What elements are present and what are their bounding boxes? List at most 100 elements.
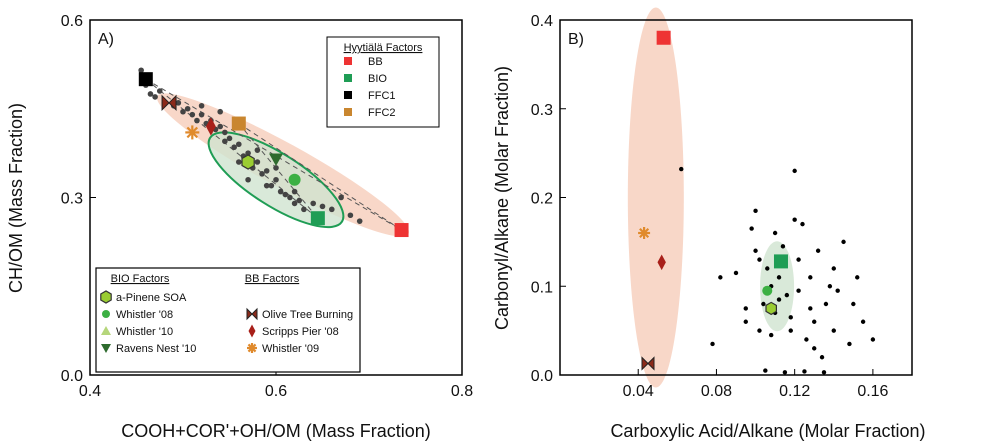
marker-scripps-pier-08 — [206, 117, 216, 136]
sample-point — [757, 257, 762, 262]
sample-point — [796, 288, 801, 293]
legend-apinene-marker — [100, 290, 112, 304]
sample-point — [815, 248, 821, 253]
sample-point — [236, 141, 242, 148]
legend-ffc1-label: FFC1 — [368, 90, 396, 102]
panel-a-label: A) — [98, 31, 114, 48]
sample-point — [808, 306, 813, 311]
marker-ffc2 — [231, 116, 246, 131]
sample-point — [847, 341, 852, 347]
sample-point — [753, 208, 758, 214]
x-tick-label: 0.16 — [857, 383, 888, 400]
legend-bio-label: BIO — [368, 73, 387, 85]
sample-point — [819, 355, 825, 360]
sample-point — [753, 248, 758, 253]
sample-point — [301, 206, 307, 213]
sample-point — [835, 288, 840, 293]
legend-olive-label: Olive Tree Burning — [262, 309, 353, 321]
sample-point — [156, 88, 163, 94]
legend-scripps-label: Scripps Pier '08 — [262, 326, 339, 338]
marker-b-bio — [773, 254, 788, 269]
sample-point — [800, 221, 805, 227]
sample-point — [189, 111, 196, 118]
sample-point — [802, 369, 807, 374]
panel-b-markers — [638, 30, 788, 371]
sample-point — [823, 301, 829, 307]
sample-point — [788, 328, 793, 333]
sample-point — [776, 275, 782, 280]
sample-point — [198, 111, 205, 118]
panel-b-ylabel: Carbonyl/Alkane (Molar Fraction) — [492, 66, 512, 330]
marker-b-scripps-pier-08 — [657, 254, 666, 271]
marker-whistler-09 — [185, 125, 200, 140]
sample-point — [287, 194, 293, 201]
panel-b-points — [679, 166, 876, 375]
sample-point — [851, 301, 856, 307]
sample-point — [329, 206, 335, 213]
sample-point — [198, 102, 205, 109]
sample-point — [855, 275, 860, 280]
x-tick-label: 0.08 — [701, 383, 732, 400]
legend-scripps-marker — [248, 324, 256, 338]
sample-point — [180, 108, 186, 115]
marker-b-olive-tree-burning — [641, 356, 655, 371]
sample-point — [259, 171, 265, 177]
sample-point — [245, 150, 251, 156]
marker-a-pinene-soa — [241, 154, 255, 170]
legend-ffc1-swatch — [344, 91, 352, 99]
sample-point — [776, 297, 782, 302]
sample-point — [821, 370, 827, 375]
legend-bio-swatch — [344, 74, 352, 82]
sample-point — [319, 203, 326, 210]
sample-point — [860, 319, 866, 324]
sample-point — [222, 129, 228, 136]
sample-point — [831, 266, 836, 271]
legend-bb-swatch — [344, 57, 352, 65]
marker-whistler-08 — [288, 173, 301, 186]
y-tick-label: 0.3 — [531, 102, 553, 119]
panel-a: 0.4 0.6 0.8 0.0 0.3 0.6 A) COOH+COR'+OH/OM (M… — [6, 13, 473, 441]
sample-point — [222, 138, 228, 145]
sample-point — [743, 306, 748, 311]
sample-point — [749, 226, 754, 231]
sample-point — [808, 275, 813, 280]
sample-point — [718, 275, 723, 280]
legend-whistler09-label: Whistler '09 — [262, 343, 319, 355]
sample-point — [831, 328, 836, 333]
sample-point — [769, 332, 774, 338]
sample-point — [217, 123, 223, 130]
sample-point — [841, 239, 846, 245]
panel-a-points — [138, 67, 363, 224]
sample-point — [291, 200, 298, 207]
panel-b-xlabel: Carboxylic Acid/Alkane (Molar Fraction) — [610, 421, 925, 441]
sample-point — [782, 370, 788, 375]
panel-a-ylabel: CH/OM (Mass Fraction) — [6, 103, 26, 293]
sample-point — [273, 165, 279, 171]
panel-a-ticks: 0.4 0.6 0.8 0.0 0.3 0.6 — [61, 13, 473, 400]
legend-whistler08-label: Whistler '08 — [116, 309, 173, 321]
sample-point — [757, 328, 762, 333]
panel-b-frame — [559, 19, 913, 376]
marker-olive-tree-burning — [161, 94, 177, 112]
panel-b: 0.04 0.08 0.12 0.16 0.0 0.1 0.2 0.3 0.4 B) Carbo… — [492, 7, 926, 441]
legend-bb-label: BB — [368, 56, 383, 68]
marker-ravens-nest-10 — [269, 153, 283, 167]
sample-point — [710, 341, 715, 347]
sample-point — [765, 266, 770, 271]
sample-point — [254, 159, 261, 165]
sample-point — [347, 212, 354, 219]
marker-b-bb — [656, 30, 671, 45]
marker-b-whistler-08 — [762, 285, 773, 296]
sample-point — [812, 346, 817, 351]
panel-a-markers — [138, 72, 409, 238]
sample-point — [226, 135, 233, 142]
sample-point — [796, 257, 801, 262]
sample-point — [761, 301, 766, 307]
sample-point — [217, 108, 223, 115]
sample-point — [763, 368, 768, 373]
bb-region-ellipse-b — [627, 7, 684, 388]
legend-ravensnest-marker — [101, 344, 111, 353]
sample-point — [282, 191, 289, 198]
sample-point — [788, 315, 793, 320]
y-tick-label: 0.3 — [61, 191, 83, 208]
